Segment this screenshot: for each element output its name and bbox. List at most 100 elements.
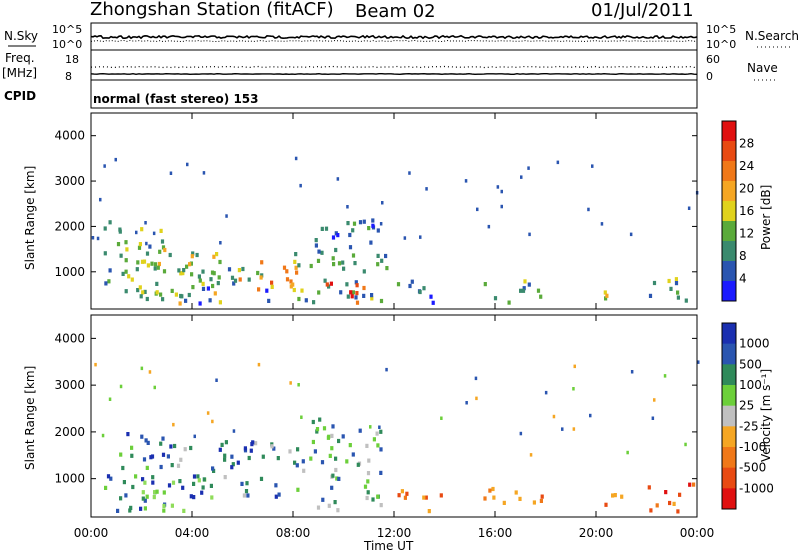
echo-cell [493, 296, 498, 301]
echo-cell [122, 480, 126, 485]
echo-cell [345, 282, 349, 287]
echo-cell [333, 500, 337, 505]
echo-cell [668, 500, 672, 506]
echo-cell [370, 293, 374, 298]
echo-cell [304, 298, 308, 303]
echo-cell [169, 444, 173, 449]
echo-cell [159, 441, 163, 446]
echo-cell [345, 459, 349, 464]
echo-cell [192, 474, 197, 479]
echo-cell [161, 297, 165, 302]
echo-cell [346, 221, 350, 226]
echo-cell [202, 477, 206, 482]
echo-cell [330, 446, 334, 451]
echo-cell [321, 497, 325, 502]
echo-cell [142, 457, 147, 462]
echo-cell [103, 226, 107, 231]
colorbar-swatch [722, 343, 736, 365]
echo-cell [282, 265, 287, 270]
echo-cell [674, 281, 679, 286]
echo-cell [288, 449, 292, 454]
echo-cell [527, 166, 530, 170]
echo-cell [103, 251, 107, 256]
echo-cell [238, 277, 242, 282]
echo-cell [292, 287, 296, 293]
echo-cell [161, 452, 166, 457]
nave-trace [90, 65, 697, 69]
echo-cell [289, 279, 293, 284]
nsky-tick-top: 10^5 [52, 23, 82, 36]
echo-cell [372, 437, 376, 442]
x-tick-label: 00:00 [680, 526, 715, 540]
echo-cell [502, 500, 506, 505]
x-tick-label: 04:00 [175, 526, 210, 540]
echo-cell [176, 463, 181, 468]
echo-cell [182, 508, 186, 513]
echo-cell [346, 294, 350, 299]
echo-cell [317, 249, 321, 254]
colorbar-swatch [722, 221, 736, 242]
station-title: Zhongshan Station (fitACF) [90, 0, 334, 20]
colorbar-swatch [722, 141, 736, 162]
echo-cell [145, 296, 149, 302]
echo-cell [213, 291, 217, 296]
echo-cell [162, 269, 167, 274]
echo-cell [188, 262, 192, 267]
echo-cell [323, 278, 327, 283]
echo-cell [206, 411, 210, 415]
echo-cell [302, 468, 306, 473]
echo-cell [181, 485, 185, 490]
echo-cell [161, 436, 165, 441]
colorbar-tick-label: 100 [739, 378, 762, 392]
echo-cell [655, 503, 659, 508]
colorbar-tick-label: 28 [739, 137, 754, 151]
echo-cell [270, 284, 274, 289]
echo-cell [223, 475, 227, 480]
echo-cell [285, 269, 289, 274]
echo-cell [532, 500, 536, 505]
echo-cell [170, 463, 174, 468]
echo-cell [139, 506, 143, 511]
echo-cell [274, 494, 278, 499]
echo-cell [144, 221, 147, 225]
echo-cell [561, 427, 564, 431]
echo-cell [104, 281, 108, 286]
echo-cell [104, 485, 108, 490]
nsearch-trace [90, 39, 698, 43]
echo-cell [371, 497, 375, 502]
echo-cell [186, 162, 189, 167]
echo-cell [285, 277, 290, 282]
echo-cell [159, 464, 163, 470]
echo-cell [145, 494, 149, 499]
echo-cell [136, 288, 140, 293]
echo-cell [179, 457, 183, 462]
echo-cell [384, 253, 388, 259]
echo-cell [422, 286, 426, 291]
echo-cell [179, 293, 183, 299]
echo-cell [166, 454, 170, 459]
echo-cell [362, 285, 366, 291]
echo-cell [376, 262, 380, 267]
echo-cell [300, 415, 303, 419]
echo-cell [144, 438, 148, 443]
echo-cell [198, 278, 202, 283]
echo-cell [246, 493, 250, 498]
echo-cell [355, 300, 360, 305]
y-tick-label: 1000 [54, 265, 85, 279]
echo-cell [507, 300, 511, 305]
echo-cell [155, 281, 159, 286]
echo-cell [233, 278, 238, 283]
colorbar-tick-label: 25 [739, 399, 754, 413]
y-tick-label: 3000 [54, 378, 85, 392]
y-tick-label: 2000 [54, 219, 85, 233]
echo-cell [352, 221, 357, 226]
velocity-yticks: 1000 2000 3000 4000 [54, 331, 697, 486]
echo-cell [187, 292, 191, 298]
echo-cell [366, 471, 371, 476]
echo-cell [153, 490, 157, 495]
echo-cell [223, 457, 227, 462]
echo-cell [427, 509, 431, 514]
echo-cell [528, 232, 531, 237]
echo-cell [348, 245, 353, 250]
